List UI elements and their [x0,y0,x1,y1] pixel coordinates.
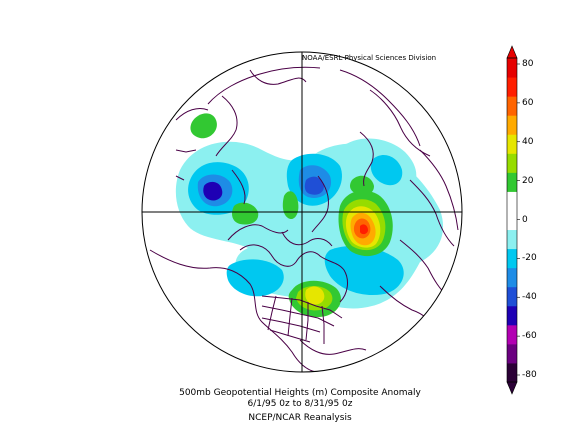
colorbar-tick-label: 40 [522,136,534,147]
colorbar-segment [507,115,517,135]
anomaly-region-cyan-ne [370,155,403,186]
polar-map [141,51,463,373]
credit-text: NOAA/ESRL Physical Sciences Division [302,54,437,62]
colorbar-tick-label: -60 [522,331,537,342]
colorbar-tick-label: -80 [522,370,537,380]
anomaly-contours [175,113,444,318]
anomaly-region-green-3 [350,175,374,195]
colorbar-segment [507,305,517,326]
colorbar-segment [507,172,517,192]
caption-dates: 6/1/95 0z to 8/31/95 0z [247,399,353,409]
colorbar-segment [507,324,517,345]
colorbar-segment [507,229,517,250]
colorbar-segment [507,153,517,173]
colorbar-segment [507,134,517,154]
colorbar-segment [507,58,517,78]
colorbar-tick-label: -40 [522,292,537,303]
anomaly-region-deep-blue-2 [304,176,324,195]
colorbar [506,45,520,395]
anomaly-region-red-east [360,224,368,235]
colorbar-cap-top [506,45,518,59]
anomaly-region-green-nw [190,113,217,139]
colorbar-frame [506,57,518,383]
colorbar-segment [507,77,517,97]
colorbar-segment [507,267,517,288]
colorbar-segment [507,343,517,364]
colorbar-tick-label: 80 [522,59,534,69]
colorbar-tick-label: 60 [522,97,534,108]
colorbar-segment [507,248,517,269]
colorbar-segment [507,210,517,231]
anomaly-region-yellow-central [305,286,325,305]
colorbar-cap-bottom [506,381,518,395]
colorbar-segment [507,286,517,307]
anomaly-region-green-1 [232,202,259,225]
colorbar-tick-label: -20 [522,253,537,264]
colorbar-segment [507,362,517,383]
map-border [141,51,463,373]
caption-title: 500mb Geopotential Heights (m) Composite… [179,388,421,398]
colorbar-tick-label: 20 [522,175,534,186]
colorbar-segment [507,96,517,116]
anomaly-region-blue-4 [226,259,284,297]
colorbar-segment [507,191,517,211]
colorbar-tick-label: 0 [522,214,528,225]
anomaly-region-blue-3 [324,245,404,296]
anomaly-region-deep-blue-1 [203,181,223,201]
caption-source: NCEP/NCAR Reanalysis [248,413,352,423]
